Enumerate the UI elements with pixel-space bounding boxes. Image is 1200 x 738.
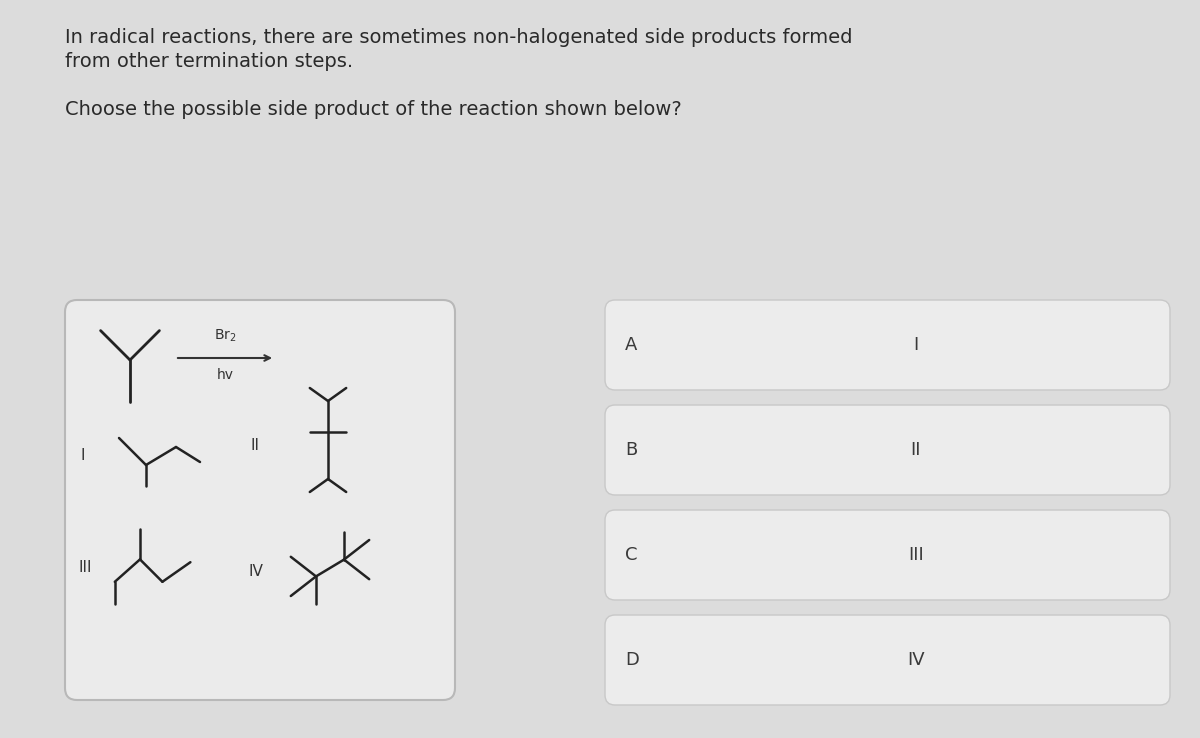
Text: II: II bbox=[250, 438, 259, 452]
Text: III: III bbox=[78, 560, 91, 576]
Text: A: A bbox=[625, 336, 637, 354]
Text: hv: hv bbox=[216, 368, 234, 382]
FancyBboxPatch shape bbox=[65, 300, 455, 700]
Text: III: III bbox=[908, 546, 924, 564]
FancyBboxPatch shape bbox=[605, 300, 1170, 390]
Text: IV: IV bbox=[248, 565, 263, 579]
FancyBboxPatch shape bbox=[605, 405, 1170, 495]
Text: I: I bbox=[913, 336, 918, 354]
Text: II: II bbox=[911, 441, 922, 459]
Text: Choose the possible side product of the reaction shown below?: Choose the possible side product of the … bbox=[65, 100, 682, 119]
Text: from other termination steps.: from other termination steps. bbox=[65, 52, 353, 71]
Text: I: I bbox=[80, 447, 84, 463]
Text: C: C bbox=[625, 546, 637, 564]
FancyBboxPatch shape bbox=[605, 510, 1170, 600]
Text: In radical reactions, there are sometimes non-halogenated side products formed: In radical reactions, there are sometime… bbox=[65, 28, 852, 47]
Text: Br$_2$: Br$_2$ bbox=[214, 328, 236, 344]
Text: IV: IV bbox=[907, 651, 924, 669]
Text: D: D bbox=[625, 651, 638, 669]
FancyBboxPatch shape bbox=[605, 615, 1170, 705]
Text: B: B bbox=[625, 441, 637, 459]
